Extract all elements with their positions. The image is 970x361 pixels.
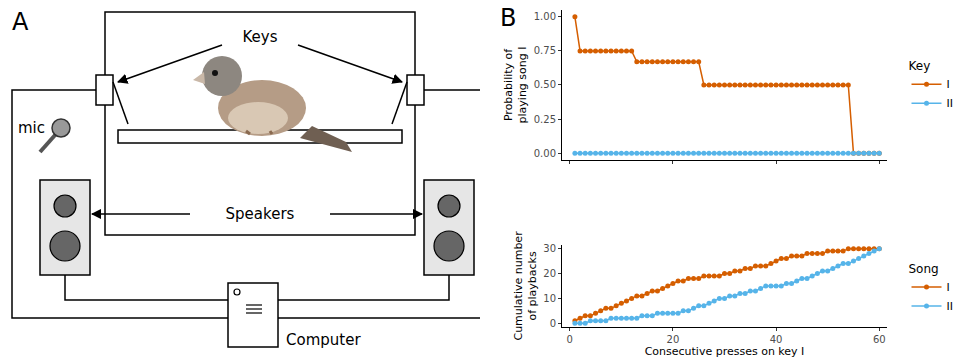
svg-text:I: I xyxy=(947,281,950,294)
svg-text:0: 0 xyxy=(567,334,573,345)
svg-text:Computer: Computer xyxy=(286,331,361,349)
svg-text:0.75: 0.75 xyxy=(534,45,556,56)
svg-text:0.50: 0.50 xyxy=(534,79,556,90)
svg-text:A: A xyxy=(12,8,29,36)
svg-text:Keys: Keys xyxy=(242,28,277,46)
svg-text:0: 0 xyxy=(550,318,556,329)
svg-text:10: 10 xyxy=(543,293,556,304)
svg-text:Consecutive presses on key I: Consecutive presses on key I xyxy=(645,345,805,358)
svg-text:40: 40 xyxy=(770,334,783,345)
svg-text:1.00: 1.00 xyxy=(534,11,556,22)
svg-text:20: 20 xyxy=(543,268,556,279)
svg-text:Speakers: Speakers xyxy=(226,205,295,223)
svg-text:20: 20 xyxy=(667,334,680,345)
svg-text:II: II xyxy=(947,97,954,110)
svg-text:II: II xyxy=(947,300,954,313)
svg-text:30: 30 xyxy=(543,243,556,254)
svg-text:0.25: 0.25 xyxy=(534,114,556,125)
svg-text:I: I xyxy=(947,78,950,91)
html-text:B: B xyxy=(500,4,517,32)
svg-text:Song: Song xyxy=(909,262,939,276)
svg-text:60: 60 xyxy=(873,334,886,345)
svg-text:Key: Key xyxy=(909,59,931,73)
svg-text:0.00: 0.00 xyxy=(534,148,556,159)
svg-text:Probability ofplaying song I: Probability ofplaying song I xyxy=(502,46,529,123)
svg-text:Cumulative numberof playbacks: Cumulative numberof playbacks xyxy=(512,231,539,341)
svg-text:mic: mic xyxy=(18,119,45,137)
